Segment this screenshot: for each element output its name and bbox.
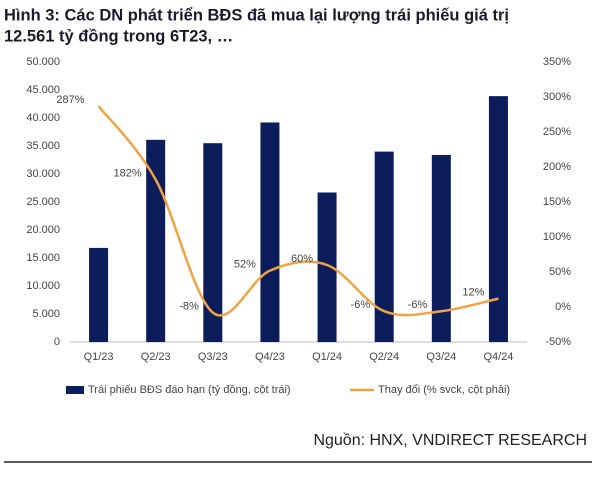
y-tick-label: 40.000 <box>26 112 60 124</box>
y-tick-label: 25.000 <box>26 196 60 208</box>
y2-tick-label: 100% <box>543 231 571 243</box>
x-tick-label: Q1/23 <box>84 351 114 363</box>
x-tick-label: Q2/23 <box>141 351 171 363</box>
bar <box>260 122 280 342</box>
y2-tick-label: 150% <box>543 196 571 208</box>
y-tick-label: 30.000 <box>26 168 60 180</box>
y2-tick-label: 250% <box>543 126 571 138</box>
y2-tick-label: 200% <box>543 161 571 173</box>
bar <box>374 151 394 342</box>
y-tick-label: 35.000 <box>26 140 60 152</box>
value-label: -6% <box>351 299 371 311</box>
value-label: -8% <box>179 301 199 313</box>
legend-label: Thay đổi (% svck, cột phải) <box>378 384 510 396</box>
x-tick-label: Q3/23 <box>198 351 228 363</box>
bar <box>317 192 337 342</box>
x-tick-label: Q3/24 <box>426 351 456 363</box>
value-label: 52% <box>234 259 256 271</box>
chart-title: Hình 3: Các DN phát triển BĐS đã mua lại… <box>4 6 509 24</box>
value-label: 60% <box>291 253 313 265</box>
bar <box>431 154 451 342</box>
line <box>97 105 499 317</box>
bar <box>203 143 223 342</box>
value-label: 12% <box>462 287 484 299</box>
y-tick-label: 5.000 <box>32 308 60 320</box>
y-tick-label: 15.000 <box>26 252 60 264</box>
x-tick-label: Q1/24 <box>312 351 342 363</box>
x-tick-label: Q4/23 <box>255 351 285 363</box>
y-tick-label: 20.000 <box>26 224 60 236</box>
y2-tick-label: 0% <box>555 301 571 313</box>
value-label: -6% <box>408 299 428 311</box>
value-label: 182% <box>114 168 142 180</box>
y2-tick-label: 50% <box>549 266 571 278</box>
y-tick-label: 0 <box>54 336 60 348</box>
legend-swatch <box>66 386 84 394</box>
y-tick-label: 45.000 <box>26 84 60 96</box>
bar <box>89 247 109 342</box>
value-label: 287% <box>56 94 84 106</box>
x-tick-label: Q4/24 <box>483 351 513 363</box>
bar <box>488 96 508 342</box>
y-tick-label: 10.000 <box>26 280 60 292</box>
chart-title: 12.561 tỷ đồng trong 6T23, … <box>4 27 233 45</box>
y2-tick-label: -50% <box>545 336 571 348</box>
source: Nguồn: HNX, VNDIRECT RESEARCH <box>313 432 587 449</box>
x-tick-label: Q2/24 <box>369 351 399 363</box>
y2-tick-label: 350% <box>543 56 571 68</box>
y2-tick-label: 300% <box>543 91 571 103</box>
y-tick-label: 50.000 <box>26 56 60 68</box>
legend-label: Trái phiếu BĐS đáo hạn (tỷ đồng, cột trá… <box>88 384 291 396</box>
